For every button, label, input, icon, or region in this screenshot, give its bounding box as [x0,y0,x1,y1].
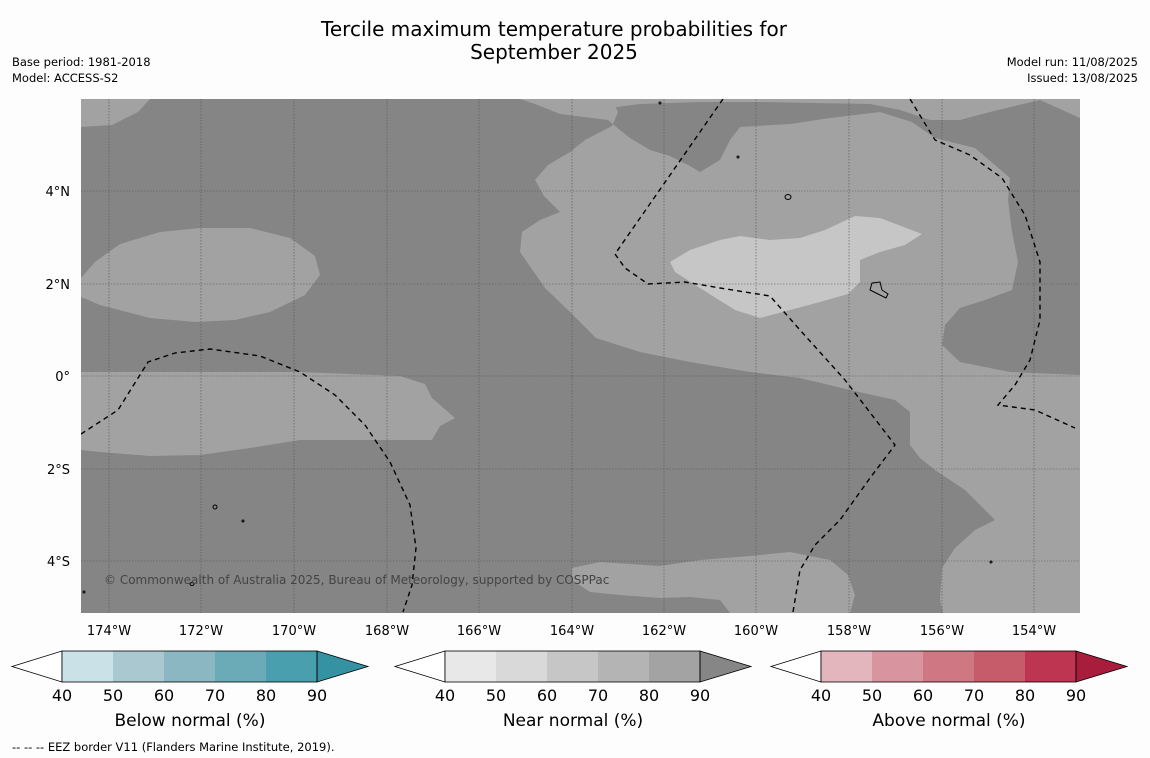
map-area: © Commonwealth of Australia 2025, Bureau… [81,99,1080,613]
colorbar-tick: 90 [307,686,327,705]
colorbar-segment [445,651,496,682]
lon-tick-label: 164°W [550,624,594,639]
colorbar-segment [62,651,113,682]
island-shape [989,560,993,564]
colorbar-segment [393,650,446,683]
colorbar-tick: 90 [1066,686,1086,705]
title-line-1: Tercile maximum temperature probabilitie… [321,17,787,41]
lon-tick-label: 168°W [365,624,409,639]
footer-note: -- -- -- EEZ border V11 (Flanders Marine… [12,740,335,754]
colorbar-tick: 40 [435,686,455,705]
colorbar-title: Below normal (%) [115,711,266,731]
colorbar-segment [872,651,923,682]
chart-title: Tercile maximum temperature probabilitie… [250,18,858,64]
eez-border [81,99,1076,613]
colorbar-tick: 60 [913,686,933,705]
lon-tick-labels: 174°W 172°W 170°W 168°W 166°W 164°W 162°… [87,624,1056,639]
lat-tick-label: 4°S [47,555,70,570]
colorbar-tick: 70 [588,686,608,705]
lat-tick-label: 2°N [46,278,71,293]
title-line-2: September 2025 [470,40,638,64]
meta-left: Base period: 1981-2018 Model: ACCESS-S2 [12,54,151,86]
colorbar-tick: 90 [690,686,710,705]
colorbar-segment [1075,650,1129,683]
lon-tick-label: 166°W [457,624,501,639]
colorbar-tick: 70 [964,686,984,705]
island-shape [212,504,218,510]
colorbar-below: 40 50 60 70 80 90 Below normal (%) [10,650,370,731]
base-period: Base period: 1981-2018 [12,55,151,69]
near-normal-80-90-region [81,228,320,322]
island-shape [241,519,245,523]
colorbar-segment [923,651,974,682]
colorbar-segment [649,651,700,682]
colorbar-tick: 80 [1015,686,1035,705]
colorbar-tick: 50 [862,686,882,705]
colorbar-segment [266,651,317,682]
colorbar-segment [215,651,266,682]
colorbar-segment [316,650,370,683]
colorbar-tick: 80 [639,686,659,705]
lon-tick-label: 170°W [272,624,316,639]
lon-tick-label: 172°W [179,624,223,639]
colorbar-title: Above normal (%) [872,711,1025,731]
colorbar-segment [10,650,63,683]
lon-tick-label: 154°W [1012,624,1056,639]
lat-tick-label: 0° [55,370,70,385]
lat-tick-label: 2°S [47,463,70,478]
island-shape [189,582,195,586]
island-shape [658,101,662,105]
lon-tick-label: 160°W [734,624,778,639]
model-run: Model run: 11/08/2025 [1006,55,1138,69]
colorbar-title: Near normal (%) [503,711,643,731]
colorbar-segment [699,650,753,683]
colorbar-segment [598,651,649,682]
model-name: Model: ACCESS-S2 [12,71,119,85]
island-shape [784,194,792,200]
colorbar-tick: 50 [103,686,123,705]
colorbar-tick: 60 [154,686,174,705]
colorbar-tick: 70 [205,686,225,705]
colorbar-tick: 40 [52,686,72,705]
colorbar-tick: 60 [537,686,557,705]
lat-tick-labels: 4°N 2°N 0° 2°S 4°S [46,185,71,570]
colorbar-segment [974,651,1025,682]
lon-tick-label: 162°W [642,624,686,639]
colorbar-segment [1025,651,1076,682]
colorbar-segment [769,650,822,683]
meta-right: Model run: 11/08/2025 Issued: 13/08/2025 [1007,54,1138,86]
lon-tick-label: 156°W [920,624,964,639]
lat-tick-label: 4°N [46,185,71,200]
colorbar-above: 40 50 60 70 80 90 Above normal (%) [769,650,1129,731]
map-credit: © Commonwealth of Australia 2025, Bureau… [104,573,609,587]
lon-tick-label: 174°W [87,624,131,639]
near-normal-70-80-region [670,216,922,318]
issued-date: Issued: 13/08/2025 [1027,71,1138,85]
lon-tick-label: 158°W [827,624,871,639]
island-shape [736,155,740,159]
colorbar-tick: 80 [256,686,276,705]
island-shape [82,590,86,594]
colorbar-segment [164,651,215,682]
colorbar-tick: 40 [811,686,831,705]
colorbar-segment [547,651,598,682]
island-shape [869,281,889,299]
near-normal-80-90-region [520,99,1080,613]
graticule [81,99,1080,613]
colorbar-near: 40 50 60 70 80 90 Near normal (%) [393,650,753,731]
colorbar-segment [821,651,872,682]
near-normal-80-90-region [81,99,150,127]
colorbar-segment [113,651,164,682]
islands [82,101,993,594]
colorbar-segment [496,651,547,682]
near-normal-80-90-region [572,552,855,613]
near-normal-80-90-region [81,372,455,456]
colorbar-tick: 50 [486,686,506,705]
near-normal-80-90-region [590,99,1080,120]
